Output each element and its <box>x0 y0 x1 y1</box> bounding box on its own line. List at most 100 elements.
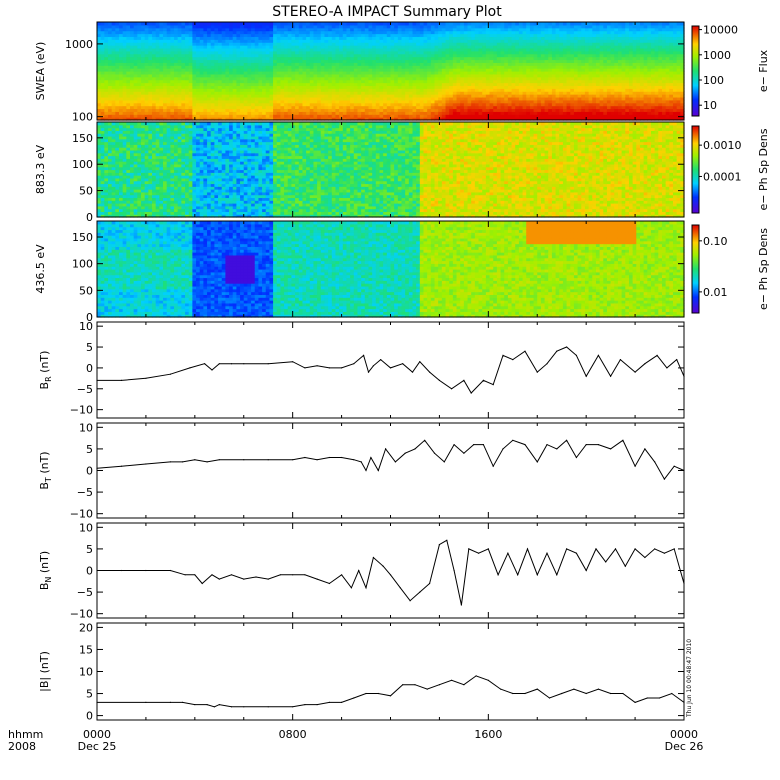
data-point-bmag <box>524 692 526 695</box>
colorbar-tick-label: 0.0010 <box>703 139 742 152</box>
data-point-bmag <box>463 684 465 686</box>
timestamp: Thu Jun 10 00:48:47 2010 <box>686 639 693 718</box>
data-point-bt <box>365 469 367 472</box>
y-tick-label: 10 <box>79 320 93 333</box>
data-point-bmag <box>316 704 318 706</box>
data-point-bn <box>438 544 440 546</box>
data-point-br <box>546 363 548 365</box>
data-point-bn <box>605 561 607 563</box>
data-point-bn <box>487 548 489 550</box>
data-point-bn <box>460 604 462 606</box>
data-point-br <box>243 363 245 365</box>
colorbar-fill <box>691 125 700 214</box>
data-point-bn <box>194 574 196 576</box>
data-point-br <box>218 363 220 365</box>
data-point-bn <box>382 565 384 567</box>
data-point-br <box>676 359 678 361</box>
y-tick-label: −5 <box>77 383 93 396</box>
data-point-bmag <box>561 692 563 695</box>
data-point-bn <box>644 556 646 559</box>
colorbar-label: e− Ph Sp Dens <box>757 228 770 310</box>
data-point-br <box>666 367 668 369</box>
data-point-bn <box>446 539 448 541</box>
colorbar-tick-label: 0.10 <box>703 235 728 248</box>
x-tick-label: 0000 <box>83 728 111 741</box>
data-point-bmag <box>145 701 147 704</box>
colorbar-pad_883: 0.0001 0.0010 e− Ph Sp Dens <box>691 125 770 214</box>
data-point-br <box>211 369 213 371</box>
data-point-bn <box>358 569 360 572</box>
data-point-bmag <box>230 706 233 708</box>
y-tick-label: 10 <box>79 421 93 434</box>
colorbar-tick-label: 0.01 <box>703 286 728 299</box>
y-axis-label: SWEA (eV) <box>34 42 47 101</box>
data-point-br <box>492 384 494 386</box>
data-point-bn <box>372 556 374 559</box>
data-point-bmag <box>536 688 538 690</box>
data-point-bn <box>556 574 558 576</box>
data-point-br <box>585 375 587 377</box>
y-tick-label: 0 <box>86 211 93 224</box>
y-tick-label: 5 <box>86 443 93 456</box>
y-tick-label: 50 <box>79 284 93 297</box>
data-point-bt <box>654 461 656 463</box>
data-point-bt <box>414 448 416 450</box>
y-tick-label: 10 <box>79 521 93 534</box>
data-point-bn <box>243 578 245 580</box>
data-point-bmag <box>500 688 502 690</box>
data-point-bn <box>468 548 470 550</box>
colorbar-tick-label: 100 <box>703 74 724 87</box>
data-point-bt <box>536 461 538 463</box>
data-point-bmag <box>218 704 220 706</box>
y-tick-label: −10 <box>70 508 93 521</box>
data-point-bt <box>566 439 568 441</box>
data-point-bt <box>370 456 372 459</box>
data-point-bmag <box>622 692 624 695</box>
y-tick-label: 5 <box>86 341 93 354</box>
data-point-br <box>463 379 465 381</box>
data-point-bn <box>595 548 597 550</box>
data-point-bn <box>218 578 220 580</box>
data-point-bn <box>507 552 509 554</box>
y-tick-label: 1000 <box>65 38 93 51</box>
data-point-bt <box>512 439 514 441</box>
y-tick-label: 0 <box>86 362 93 375</box>
data-point-bn <box>663 552 666 554</box>
data-point-bn <box>409 600 411 602</box>
data-point-bt <box>502 448 504 450</box>
data-point-bn <box>184 574 186 576</box>
data-point-bn <box>673 548 675 550</box>
data-point-br <box>411 371 414 373</box>
data-point-bt <box>443 461 445 463</box>
data-point-bt <box>292 459 294 461</box>
data-point-bn <box>585 569 587 572</box>
data-point-bmag <box>194 704 196 706</box>
panel-frame-br <box>96 321 685 419</box>
x-tick-label: 0000 <box>670 728 698 741</box>
data-point-br <box>438 379 440 381</box>
data-point-bmag <box>341 701 343 704</box>
data-point-br <box>451 388 453 390</box>
data-point-bt <box>644 448 646 450</box>
data-point-br <box>482 379 484 381</box>
colorbar-tick-label: 10000 <box>703 24 738 37</box>
data-point-br <box>367 371 370 373</box>
x-tick-label: 1600 <box>474 728 502 741</box>
data-point-bn <box>279 574 281 576</box>
x-row-label-year: 2008 <box>8 740 36 753</box>
data-point-bn <box>230 574 233 576</box>
y-tick-label: 0 <box>86 710 93 723</box>
panel-bn: −10 −5 0 5 10 BN (nT) <box>38 521 685 621</box>
data-point-bmag <box>487 679 489 681</box>
data-point-bt <box>169 461 171 463</box>
data-point-bmag <box>634 701 636 704</box>
heatmap-swea <box>97 22 685 121</box>
data-point-bt <box>218 459 220 461</box>
colorbar-label: e− Ph Sp Dens <box>757 128 770 210</box>
colorbar-tick-label: 10 <box>703 99 717 112</box>
y-axis-label: BT (nT) <box>38 451 53 489</box>
data-point-bt <box>622 439 624 441</box>
data-point-bt <box>610 448 612 450</box>
data-point-bt <box>243 459 245 461</box>
data-point-bt <box>120 465 123 467</box>
